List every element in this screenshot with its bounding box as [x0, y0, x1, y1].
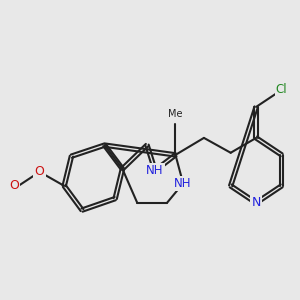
Text: O: O — [9, 179, 19, 192]
Text: NH: NH — [146, 164, 164, 177]
Text: Cl: Cl — [276, 83, 287, 96]
Text: NH: NH — [174, 177, 192, 190]
Text: Me: Me — [168, 109, 183, 119]
Text: N: N — [251, 196, 261, 209]
Text: O: O — [35, 165, 44, 178]
